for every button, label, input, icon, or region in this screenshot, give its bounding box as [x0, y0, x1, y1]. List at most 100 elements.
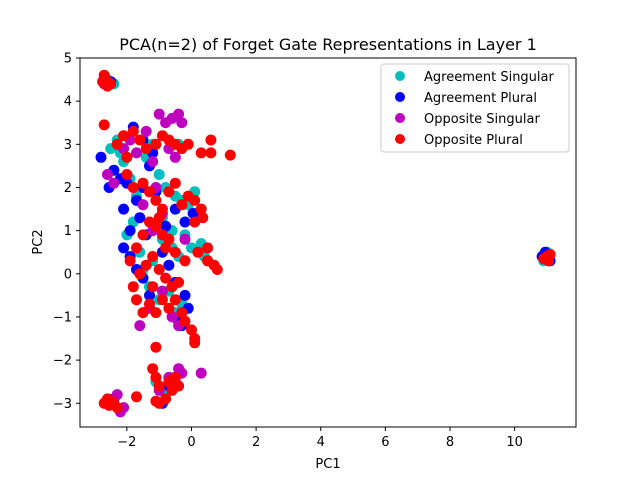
- data-point: [205, 147, 217, 159]
- data-point: [144, 298, 155, 310]
- data-point: [173, 108, 185, 120]
- data-point: [211, 264, 223, 275]
- data-point: [150, 395, 162, 407]
- data-point: [179, 216, 191, 228]
- data-point: [187, 207, 199, 219]
- x-axis-label: PC1: [315, 457, 340, 472]
- data-point: [163, 302, 175, 314]
- data-point: [150, 307, 162, 319]
- data-point: [156, 294, 168, 306]
- data-point: [118, 203, 130, 215]
- data-point: [137, 307, 149, 319]
- data-point: [205, 134, 217, 146]
- legend-marker: [395, 71, 405, 81]
- data-point: [137, 229, 149, 241]
- data-point: [140, 125, 152, 137]
- data-point: [160, 242, 172, 254]
- data-point: [102, 169, 113, 180]
- x-axis-ticks: −2 0 2 4 6 8 10: [117, 427, 523, 450]
- y-tick-label: 4: [64, 95, 72, 110]
- data-point: [179, 315, 191, 327]
- data-point: [173, 380, 185, 392]
- y-tick-label: −1: [53, 310, 72, 325]
- data-point: [147, 156, 159, 168]
- legend-marker: [395, 134, 405, 144]
- x-tick-label: 2: [252, 435, 260, 450]
- data-point: [544, 248, 556, 260]
- data-point: [197, 212, 209, 224]
- data-point: [131, 242, 142, 254]
- data-point: [140, 143, 152, 155]
- y-tick-label: 2: [64, 181, 72, 196]
- data-point: [153, 264, 165, 275]
- data-point: [118, 130, 130, 142]
- y-tick-label: −2: [53, 354, 72, 369]
- data-point: [134, 134, 146, 146]
- series-opposite-plural: [97, 69, 556, 414]
- legend: Agreement Singular Agreement Plural Opposi…: [380, 63, 570, 153]
- data-point: [169, 151, 181, 163]
- data-point: [163, 259, 175, 271]
- data-point: [153, 169, 165, 180]
- data-point: [150, 341, 162, 353]
- data-point: [98, 397, 110, 409]
- data-point: [169, 177, 181, 189]
- data-point: [195, 203, 207, 215]
- data-point: [127, 125, 139, 137]
- data-point: [150, 194, 162, 206]
- data-point: [144, 289, 155, 301]
- data-point: [195, 367, 207, 379]
- data-point: [95, 151, 107, 163]
- data-point: [124, 255, 136, 267]
- data-point: [179, 233, 191, 245]
- y-axis-ticks: −3 −2 −1 0 1 2 3 4 5: [53, 52, 80, 412]
- data-point: [147, 251, 159, 262]
- data-point: [156, 203, 168, 215]
- x-tick-label: 0: [187, 435, 195, 450]
- data-point: [169, 246, 181, 258]
- data-point: [134, 268, 146, 280]
- data-point: [134, 212, 146, 224]
- data-point: [108, 177, 120, 189]
- data-point: [156, 229, 168, 241]
- data-point: [189, 337, 201, 349]
- y-axis-label: PC2: [31, 229, 46, 254]
- data-point: [144, 216, 155, 228]
- data-point: [144, 186, 155, 198]
- data-point: [160, 220, 172, 232]
- data-point: [189, 216, 201, 228]
- data-point: [137, 177, 149, 189]
- data-point: [131, 391, 142, 403]
- data-point: [192, 246, 204, 258]
- y-tick-label: 3: [64, 138, 72, 153]
- data-point: [98, 119, 110, 131]
- data-point: [150, 138, 162, 150]
- points-layer: [95, 69, 556, 418]
- data-point: [140, 259, 152, 271]
- data-point: [202, 242, 214, 254]
- x-tick-label: −2: [117, 435, 136, 450]
- y-tick-label: 1: [64, 224, 72, 239]
- data-point: [156, 285, 168, 297]
- data-point: [121, 151, 133, 163]
- data-point: [166, 311, 178, 323]
- data-point: [179, 289, 191, 301]
- data-point: [195, 147, 207, 159]
- x-tick-label: 8: [446, 435, 454, 450]
- y-tick-label: −3: [53, 397, 72, 412]
- data-point: [150, 371, 162, 383]
- plot-frame: [79, 57, 577, 428]
- data-point: [224, 149, 236, 161]
- data-point: [127, 182, 139, 193]
- data-point: [179, 255, 191, 267]
- data-point: [176, 117, 188, 129]
- data-point: [118, 242, 130, 254]
- legend-label: Agreement Singular: [424, 70, 555, 85]
- data-point: [153, 108, 165, 120]
- x-tick-label: 4: [317, 435, 325, 450]
- data-point: [134, 320, 146, 332]
- data-point: [121, 169, 133, 180]
- data-point: [124, 225, 136, 237]
- data-point: [160, 272, 172, 284]
- legend-label: Opposite Plural: [424, 133, 523, 148]
